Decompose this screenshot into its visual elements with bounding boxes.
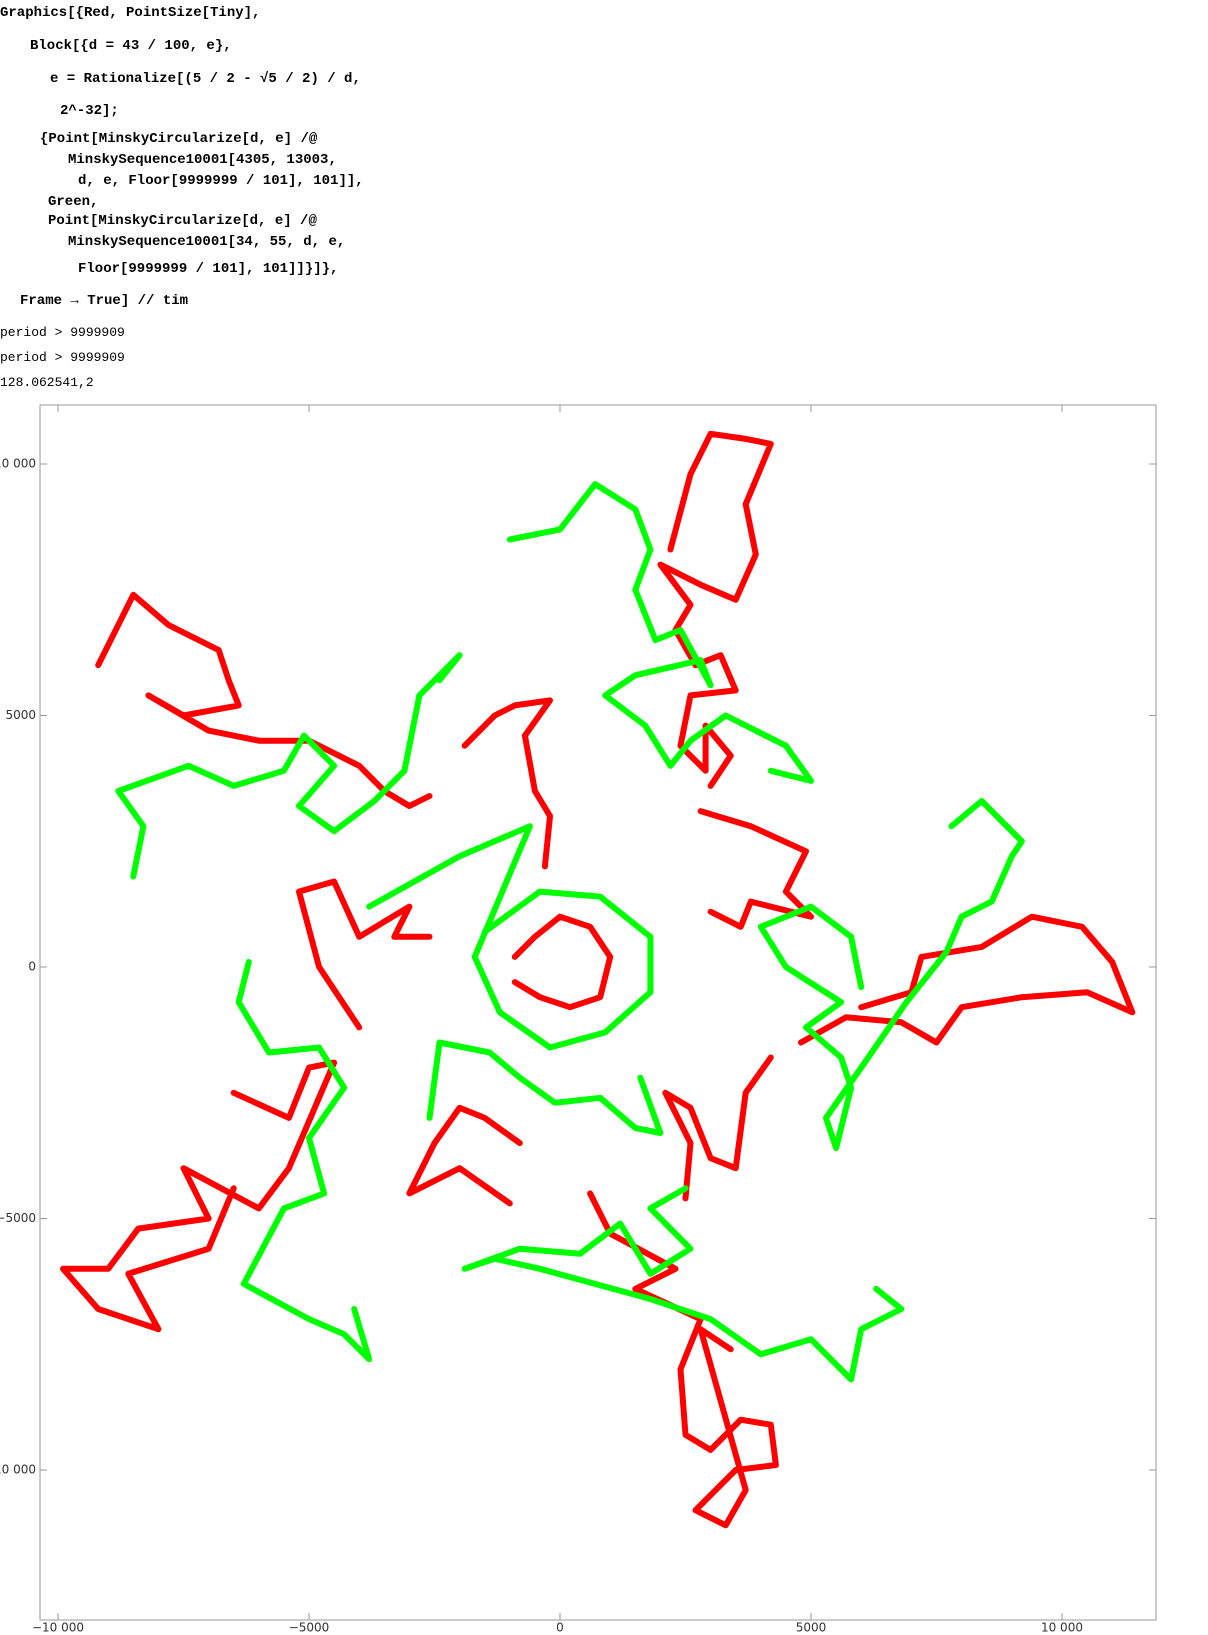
code-line: Green, xyxy=(48,194,99,210)
frame xyxy=(39,404,1157,1621)
series-line xyxy=(115,481,1025,1383)
output-line: 128.062541,2 xyxy=(0,375,94,390)
y-tick-label: 10 000 xyxy=(0,457,36,471)
output-line: period > 9999909 xyxy=(0,350,125,365)
code-line: MinskySequence10001[34, 55, d, e, xyxy=(68,234,346,250)
output-line: period > 9999909 xyxy=(0,325,125,340)
code-line: {Point[MinskyCircularize[d, e] /@ xyxy=(40,131,318,147)
code-line: Graphics[{Red, PointSize[Tiny], xyxy=(0,5,261,21)
x-tick-label: −5000 xyxy=(289,1621,330,1635)
code-line: e = Rationalize[(5 / 2 - √5 / 2) / d, xyxy=(50,71,361,87)
x-tick-label: 10 000 xyxy=(1041,1621,1083,1635)
code-line: Point[MinskyCircularize[d, e] /@ xyxy=(48,213,317,229)
y-tick-label: −10 000 xyxy=(0,1463,36,1477)
code-line: MinskySequence10001[4305, 13003, xyxy=(68,152,337,168)
code-line: d, e, Floor[9999999 / 101], 101]], xyxy=(78,173,364,189)
x-tick-label: −10 000 xyxy=(32,1621,84,1635)
code-line: Block[{d = 43 / 100, e}, xyxy=(30,38,232,54)
x-tick-label: 0 xyxy=(556,1621,564,1635)
y-tick-label: 5000 xyxy=(5,708,36,722)
x-tick-label: 5000 xyxy=(796,1621,827,1635)
series-line xyxy=(60,430,1136,1529)
y-tick-label: −5000 xyxy=(0,1211,36,1225)
code-line: Floor[9999999 / 101], 101]]}]}, xyxy=(78,261,339,277)
code-line: 2^-32]; xyxy=(60,103,119,119)
y-tick-label: 0 xyxy=(28,960,36,974)
code-line: Frame → True] // tim xyxy=(20,293,189,309)
